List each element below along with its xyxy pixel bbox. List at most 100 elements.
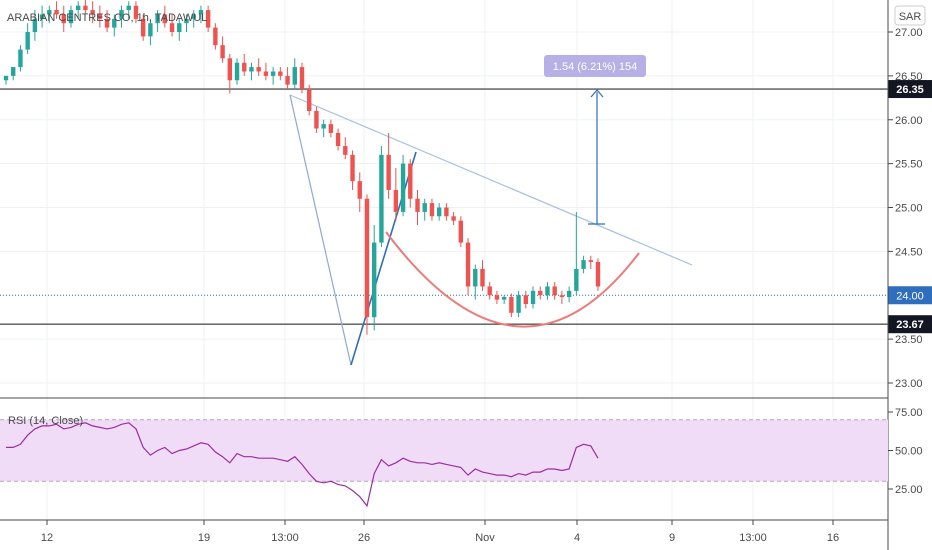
candle	[263, 62, 269, 81]
candle	[559, 290, 565, 305]
candle	[97, 5, 103, 28]
rsi-tick-label: 75.00	[895, 407, 923, 419]
candle	[574, 211, 579, 296]
level-label: 26.35	[896, 84, 924, 96]
candle	[415, 189, 420, 226]
candle	[227, 53, 233, 94]
currency-label: SAR	[899, 11, 922, 23]
rsi-label: RSI (14, Close)	[8, 415, 83, 427]
candle	[530, 286, 536, 309]
level-tag	[888, 315, 932, 334]
candlesticks	[3, 0, 601, 335]
candle	[177, 18, 182, 41]
measure-label: 1.54 (6.21%) 154	[553, 61, 637, 73]
candle	[335, 128, 341, 151]
candle	[516, 290, 521, 318]
price-axis-ticks: 27.00 26.50 26.00 25.50 25.00 24.50 23.50 23.00	[888, 27, 923, 390]
candle	[90, 1, 95, 24]
measure-label-box	[544, 55, 646, 77]
rsi-axis-ticks: 75.00 50.00 25.00	[888, 407, 923, 496]
candle	[191, 10, 196, 28]
candle	[11, 67, 16, 81]
v-left-leg	[289, 94, 352, 366]
descending-trendline	[289, 94, 693, 266]
candle	[3, 75, 9, 85]
level-label: 23.67	[896, 319, 924, 331]
candle	[566, 286, 572, 303]
candle	[538, 286, 543, 300]
candle	[104, 10, 110, 32]
candle	[270, 67, 276, 85]
candle	[133, 1, 139, 24]
candle	[162, 5, 168, 28]
rsi-pane	[0, 419, 888, 508]
candle	[386, 132, 391, 199]
candle	[25, 23, 30, 54]
time-tick-label: 13:00	[739, 532, 767, 544]
level-tag	[888, 80, 932, 99]
price-measure: 1.54 (6.21%) 154	[544, 55, 646, 225]
candle	[148, 18, 153, 46]
candle	[83, 0, 88, 15]
candle	[480, 260, 485, 291]
currency-badge[interactable]: SAR	[894, 5, 926, 26]
time-tick-label: 9	[669, 532, 675, 544]
candle	[523, 290, 529, 309]
candle	[18, 45, 23, 72]
candle	[328, 119, 334, 138]
candle	[205, 5, 211, 32]
rsi-tick-label: 50.00	[895, 446, 923, 458]
candle	[350, 150, 355, 190]
candle	[126, 1, 131, 19]
rsi-band	[0, 419, 888, 482]
candle	[169, 14, 175, 37]
price-tick-label: 26.50	[895, 71, 923, 83]
current-price-tag	[888, 286, 932, 305]
candle	[458, 216, 464, 247]
candle	[220, 36, 225, 63]
candle	[32, 10, 38, 41]
rsi-line	[6, 422, 599, 508]
price-tick-label: 24.50	[895, 246, 923, 258]
candle	[595, 258, 601, 291]
candle	[422, 198, 427, 221]
candle	[285, 67, 290, 90]
horizontal-levels: 26.35 23.67 24.00	[0, 80, 932, 334]
time-tick-label: 12	[41, 532, 53, 544]
candle	[400, 154, 406, 217]
candle	[75, 1, 81, 19]
candle	[39, 5, 45, 28]
candle	[451, 211, 456, 226]
price-tick-label: 26.00	[895, 115, 923, 127]
candle	[61, 5, 66, 32]
candle	[47, 5, 52, 24]
candle	[371, 225, 377, 331]
price-tick-label: 23.50	[895, 334, 923, 346]
candle	[393, 168, 399, 221]
candle	[119, 5, 124, 28]
time-tick-label: Nov	[475, 532, 495, 544]
price-tick-label: 23.00	[895, 378, 923, 390]
candle	[314, 106, 319, 133]
candle	[343, 137, 348, 160]
time-axis-ticks: 12 19 13:00 26 Nov 4 9 13:00 16	[41, 520, 839, 544]
time-tick-label: 4	[574, 532, 580, 544]
candle	[588, 255, 593, 269]
measure-arrow	[590, 89, 604, 98]
candle	[465, 238, 471, 296]
candle	[140, 14, 146, 41]
candle	[552, 282, 557, 300]
candle	[357, 172, 362, 212]
candle	[68, 5, 74, 28]
candle	[581, 255, 586, 274]
cup-arc	[385, 231, 640, 328]
candle	[256, 58, 261, 76]
candle	[278, 67, 283, 81]
candle	[321, 119, 326, 138]
candle	[249, 62, 254, 81]
candle	[184, 14, 189, 32]
candle	[155, 10, 160, 32]
candle	[473, 264, 478, 300]
candle	[292, 58, 297, 90]
